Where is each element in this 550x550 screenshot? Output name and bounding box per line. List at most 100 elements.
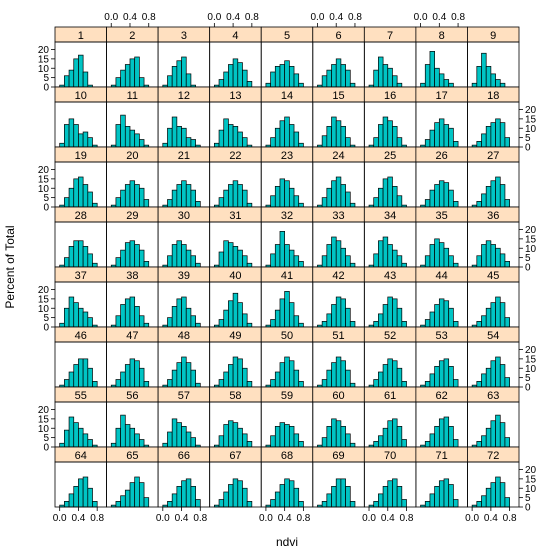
y-tick-label: 15 — [525, 474, 537, 485]
histogram-bar — [476, 141, 482, 148]
histogram-bar — [124, 126, 131, 148]
histogram-bar — [424, 441, 431, 448]
histogram-bar — [387, 358, 393, 388]
y-tick-label: 20 — [38, 165, 50, 176]
histogram-bar — [424, 64, 431, 88]
y-tick-label: 15 — [38, 294, 50, 305]
histogram-bar — [448, 366, 454, 388]
histogram-bar — [481, 373, 487, 388]
histogram-bar — [284, 60, 290, 88]
panel-strip-label: 24 — [332, 150, 344, 162]
histogram-bar — [345, 191, 351, 208]
histogram-bar — [185, 184, 192, 208]
panel-52: 52 — [363, 326, 417, 388]
histogram-bar — [237, 131, 243, 148]
histogram-bar — [331, 116, 337, 148]
panel-62: 62 — [415, 386, 468, 448]
histogram-bar — [167, 127, 173, 148]
histogram-bar — [298, 82, 304, 88]
x-tick-label: 0.4 — [329, 12, 343, 23]
histogram-bar — [64, 307, 70, 328]
histogram-bar — [64, 379, 70, 388]
panel-15: 15 — [312, 86, 365, 148]
histogram-bar — [73, 422, 79, 448]
panel-strip-label: 41 — [281, 270, 293, 282]
histogram-bar — [438, 118, 445, 148]
histogram-bar — [378, 240, 384, 268]
histogram-bar — [92, 381, 98, 388]
panel-72: 72 — [467, 446, 520, 508]
histogram-bar — [378, 371, 384, 388]
histogram-bar — [340, 298, 346, 328]
histogram-bar — [64, 257, 70, 268]
histogram-bar — [481, 495, 487, 508]
histogram-bar — [485, 427, 492, 448]
histogram-bar — [495, 296, 501, 328]
x-tick-label: 0.8 — [451, 12, 465, 23]
panel-strip-label: 23 — [281, 150, 293, 162]
histogram-bar — [378, 493, 384, 508]
histogram-bar — [401, 499, 407, 508]
panel-strip-label: 58 — [229, 390, 241, 402]
histogram-bar — [443, 247, 450, 268]
histogram-bar — [274, 371, 281, 388]
histogram-bar — [139, 439, 145, 448]
histogram-bar — [471, 82, 478, 88]
histogram-bar — [181, 296, 187, 328]
panel-strip-label: 56 — [126, 390, 138, 402]
histogram-bar — [134, 360, 140, 388]
histogram-bar — [279, 362, 286, 388]
histogram-bar — [181, 244, 187, 268]
histogram-bar — [242, 189, 248, 208]
histogram-bar — [232, 126, 239, 148]
histogram-bar — [434, 426, 440, 448]
histogram-bar — [167, 431, 173, 448]
histogram-bar — [438, 242, 445, 268]
panel-strip-label: 59 — [281, 390, 293, 402]
histogram-bar — [396, 255, 403, 268]
histogram-bar — [481, 315, 487, 328]
histogram-bar — [453, 262, 459, 268]
histogram-bar — [82, 358, 89, 388]
histogram-bar — [448, 189, 454, 208]
histogram-bar — [490, 360, 496, 388]
panel-strip-label: 9 — [490, 30, 496, 42]
histogram-bar — [387, 67, 393, 88]
histogram-bar — [110, 442, 117, 448]
histogram-bar — [481, 435, 487, 448]
histogram-bar — [485, 126, 492, 148]
panel-strip-label: 16 — [384, 90, 396, 102]
histogram-bar — [490, 122, 496, 148]
panel-strip-label: 66 — [178, 450, 190, 462]
histogram-bar — [68, 69, 75, 88]
histogram-bar — [396, 486, 403, 508]
histogram-bar — [499, 253, 506, 268]
panel-strip-label: 60 — [332, 390, 344, 402]
histogram-bar — [448, 484, 454, 508]
histogram-bar — [143, 497, 150, 508]
histogram-bar — [120, 371, 126, 388]
histogram-bar — [143, 381, 150, 388]
histogram-bar — [82, 131, 89, 148]
histogram-bar — [139, 77, 145, 88]
histogram-bar — [139, 482, 145, 508]
histogram-bar — [171, 244, 178, 268]
histogram-bar — [73, 486, 79, 508]
histogram-bar — [59, 322, 65, 328]
histogram-bar — [171, 189, 178, 208]
panel-9: 9 — [467, 26, 520, 88]
histogram-bar — [228, 64, 234, 88]
histogram-bar — [87, 191, 93, 208]
histogram-bar — [378, 56, 384, 88]
histogram-bar — [129, 180, 136, 208]
histogram-bar — [448, 307, 454, 328]
histogram-bar — [448, 426, 454, 448]
histogram-bar — [115, 501, 121, 508]
histogram-bar — [438, 360, 445, 388]
histogram-bar — [82, 433, 89, 448]
histogram-bar — [499, 364, 506, 388]
panel-41: 41 — [260, 266, 314, 328]
histogram-bar — [120, 69, 126, 88]
histogram-bar — [345, 486, 351, 508]
